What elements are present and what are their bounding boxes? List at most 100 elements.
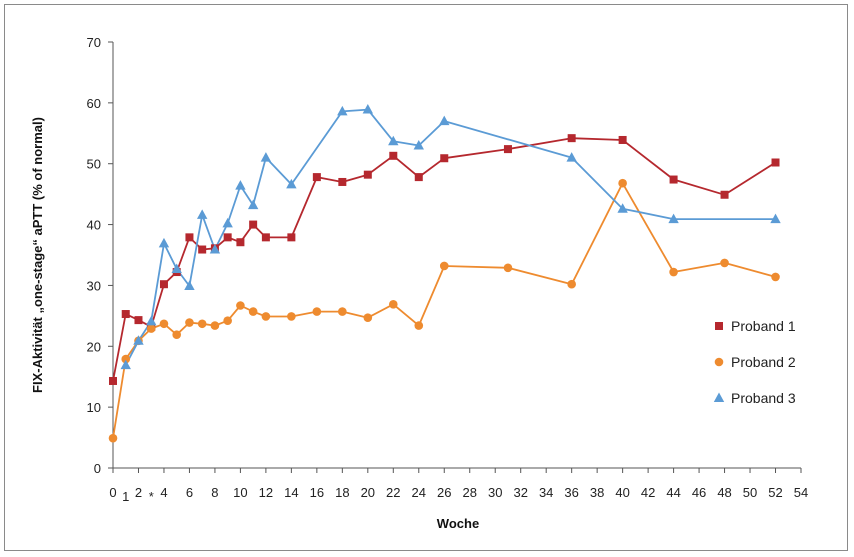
series-line-3 bbox=[124, 108, 776, 366]
data-point-triangle bbox=[209, 244, 221, 254]
data-point-triangle bbox=[222, 217, 233, 228]
y-tick-label: 50 bbox=[87, 157, 101, 172]
data-point-circle bbox=[567, 279, 576, 289]
data-point-square bbox=[261, 233, 270, 242]
legend-label: Proband 2 bbox=[731, 354, 796, 370]
data-point-square bbox=[771, 158, 780, 167]
data-point-triangle bbox=[260, 152, 272, 162]
data-point-square bbox=[223, 233, 232, 242]
data-point-triangle bbox=[337, 105, 348, 116]
data-point-triangle bbox=[133, 335, 144, 345]
legend-marker-circle bbox=[714, 357, 724, 367]
data-point-triangle bbox=[171, 263, 182, 273]
data-point-circle bbox=[121, 354, 131, 364]
data-point-circle bbox=[146, 324, 156, 333]
data-point-circle bbox=[312, 307, 322, 316]
x-tick-label: 52 bbox=[768, 485, 782, 500]
data-point-circle bbox=[338, 307, 347, 316]
data-point-square bbox=[109, 376, 117, 385]
axes bbox=[108, 41, 802, 473]
data-point-square bbox=[287, 233, 296, 242]
x-tick-label: 28 bbox=[463, 485, 477, 500]
data-point-triangle bbox=[413, 139, 424, 150]
x-axis-title: Woche bbox=[437, 516, 479, 531]
x-tick-label: 26 bbox=[437, 485, 451, 500]
data-point-triangle bbox=[566, 152, 577, 162]
data-point-circle bbox=[414, 321, 424, 330]
data-point-triangle bbox=[439, 115, 450, 126]
x-tick-label: 44 bbox=[666, 485, 680, 500]
data-point-triangle bbox=[196, 209, 208, 219]
data-point-square bbox=[414, 173, 423, 182]
data-point-circle bbox=[223, 316, 232, 326]
x-tick-label: 54 bbox=[794, 485, 808, 500]
x-tick-label: 4 bbox=[160, 485, 167, 500]
data-point-triangle bbox=[362, 104, 374, 114]
data-point-square bbox=[198, 245, 207, 254]
x-tick-label: 38 bbox=[590, 485, 604, 500]
x-tick-label: 18 bbox=[335, 485, 349, 500]
y-tick-label: 70 bbox=[87, 35, 101, 50]
data-point-circle bbox=[108, 433, 118, 443]
data-point-square bbox=[720, 190, 729, 199]
data-point-triangle bbox=[247, 199, 259, 210]
data-point-square bbox=[312, 173, 321, 182]
x-tick-label: 2 bbox=[135, 485, 142, 500]
legend-label: Proband 1 bbox=[731, 318, 796, 334]
data-point-square bbox=[249, 220, 258, 229]
data-point-circle bbox=[363, 313, 373, 322]
data-point-square bbox=[669, 175, 678, 184]
y-axis-title: FIX-Aktivität „one-stage“ aPTT (% of nor… bbox=[30, 117, 45, 393]
x-tick-label: 14 bbox=[284, 485, 298, 500]
data-point-square bbox=[338, 177, 347, 186]
data-point-circle bbox=[261, 312, 271, 321]
x-tick-label: 34 bbox=[539, 485, 553, 500]
x-tick-label: 0 bbox=[109, 485, 116, 500]
data-point-square bbox=[618, 135, 627, 144]
x-tick-label: 8 bbox=[211, 485, 218, 500]
series-markers bbox=[108, 104, 781, 443]
data-point-triangle bbox=[617, 203, 628, 213]
x-tick-label: 24 bbox=[412, 485, 426, 500]
x-annotation: * bbox=[149, 489, 154, 504]
data-point-triangle bbox=[235, 180, 246, 190]
x-tick-label: 12 bbox=[259, 485, 273, 500]
x-annotation: 1 bbox=[122, 489, 129, 504]
data-point-square bbox=[159, 280, 168, 289]
x-tick-label: 10 bbox=[233, 485, 247, 500]
data-point-triangle bbox=[120, 359, 131, 370]
series-line-1 bbox=[112, 137, 776, 382]
data-point-square bbox=[121, 310, 130, 319]
data-point-triangle bbox=[158, 237, 170, 248]
chart-frame bbox=[4, 4, 848, 551]
data-point-triangle bbox=[184, 280, 195, 291]
data-point-circle bbox=[248, 307, 258, 316]
x-tick-label: 50 bbox=[743, 485, 757, 500]
x-tick-label: 48 bbox=[717, 485, 731, 500]
y-tick-label: 20 bbox=[87, 339, 101, 354]
y-tick-label: 40 bbox=[87, 218, 101, 233]
x-tick-label: 16 bbox=[310, 485, 324, 500]
data-point-circle bbox=[287, 312, 296, 321]
data-point-circle bbox=[172, 330, 182, 340]
data-point-triangle bbox=[388, 135, 399, 146]
data-point-square bbox=[440, 154, 449, 163]
x-tick-label: 36 bbox=[564, 485, 578, 500]
y-tick-label: 30 bbox=[87, 278, 101, 293]
x-tick-label: 22 bbox=[386, 485, 400, 500]
data-point-triangle bbox=[286, 178, 297, 189]
data-point-square bbox=[363, 170, 372, 179]
y-tick-label: 10 bbox=[87, 400, 101, 415]
data-point-circle bbox=[771, 272, 780, 282]
x-tick-label: 42 bbox=[641, 485, 655, 500]
data-point-square bbox=[567, 134, 576, 143]
data-point-circle bbox=[185, 318, 194, 327]
data-point-circle bbox=[236, 301, 245, 310]
data-point-square bbox=[389, 151, 398, 160]
x-tick-label: 46 bbox=[692, 485, 706, 500]
data-point-square bbox=[134, 316, 143, 325]
data-point-triangle bbox=[668, 213, 679, 224]
data-point-circle bbox=[159, 319, 169, 329]
